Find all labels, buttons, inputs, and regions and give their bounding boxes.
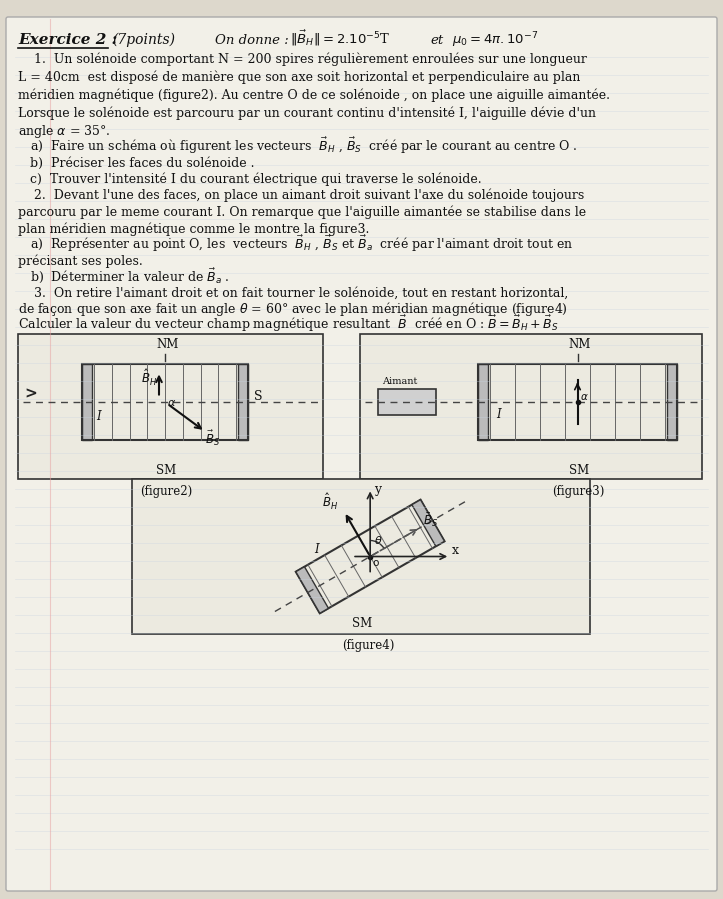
Text: SM: SM [156, 464, 176, 477]
Text: a)  Représenter au point O, les  vecteurs  $\vec{B}_H$ , $\vec{B}_S$ et $\vec{B}: a) Représenter au point O, les vecteurs … [30, 234, 573, 254]
Text: parcouru par le meme courant I. On remarque que l'aiguille aimantée se stabilise: parcouru par le meme courant I. On remar… [18, 206, 586, 219]
Text: Lorsque le solénoide est parcouru par un courant continu d'intensité I, l'aiguil: Lorsque le solénoide est parcouru par un… [18, 106, 596, 120]
Bar [18, 334, 323, 479]
Text: (figure2): (figure2) [140, 485, 192, 498]
Bar [82, 363, 92, 440]
Text: o: o [372, 558, 379, 568]
Text: Exercice 2 :: Exercice 2 : [18, 33, 117, 47]
Text: I: I [96, 410, 100, 423]
Text: SM: SM [352, 617, 372, 630]
Text: Aimant: Aimant [382, 377, 417, 386]
Text: S: S [254, 389, 262, 403]
Text: NM: NM [156, 338, 179, 351]
Polygon shape [296, 566, 328, 613]
Bar [667, 363, 677, 440]
Text: b)  Préciser les faces du solénoide .: b) Préciser les faces du solénoide . [30, 157, 254, 170]
Bar [378, 388, 436, 414]
Text: plan méridien magnétique comme le montre la figure3.: plan méridien magnétique comme le montre… [18, 222, 369, 236]
Bar [238, 363, 248, 440]
Text: I: I [315, 543, 319, 556]
Text: $\bar{B}_S$: $\bar{B}_S$ [424, 511, 439, 529]
Bar [82, 363, 248, 440]
Bar [132, 479, 590, 634]
Bar [478, 363, 677, 440]
Text: $\alpha$: $\alpha$ [167, 397, 176, 407]
Text: (figure3): (figure3) [552, 485, 605, 498]
Text: Calculer la valeur du vecteur champ magnétique resultant  $\vec{B}$  créé en O :: Calculer la valeur du vecteur champ magn… [18, 314, 558, 334]
Text: précisant ses poles.: précisant ses poles. [18, 254, 142, 268]
Text: L = 40cm  est disposé de manière que son axe soit horizontal et perpendiculaire : L = 40cm est disposé de manière que son … [18, 70, 581, 84]
Text: (figure4): (figure4) [342, 639, 395, 652]
Text: SM: SM [568, 464, 589, 477]
Text: y: y [375, 483, 381, 495]
Polygon shape [412, 500, 445, 547]
Text: c)  Trouver l'intensité I du courant électrique qui traverse le solénoide.: c) Trouver l'intensité I du courant élec… [30, 173, 482, 186]
Text: et: et [430, 34, 443, 47]
Text: a)  Faire un schéma où figurent les vecteurs  $\vec{B}_H$ , $\vec{B}_S$  créé pa: a) Faire un schéma où figurent les vecte… [30, 136, 578, 156]
Bar [478, 363, 488, 440]
Text: méridien magnétique (figure2). Au centre O de ce solénoide , on place une aiguil: méridien magnétique (figure2). Au centre… [18, 88, 610, 102]
Text: $\vec{B}_S$: $\vec{B}_S$ [205, 429, 220, 448]
Text: $\alpha$: $\alpha$ [581, 391, 589, 402]
Text: $\theta$: $\theta$ [375, 533, 382, 546]
Text: de façon que son axe fait un angle $\theta$ = 60° avec le plan méridian magnétiq: de façon que son axe fait un angle $\the… [18, 300, 568, 318]
Text: 1.  Un solénoide comportant N = 200 spires régulièrement enroulées sur une longu: 1. Un solénoide comportant N = 200 spire… [18, 52, 587, 66]
Text: I: I [496, 407, 500, 421]
Text: 3.  On retire l'aimant droit et on fait tourner le solénoide, tout en restant ho: 3. On retire l'aimant droit et on fait t… [18, 287, 568, 300]
Text: >: > [24, 387, 37, 402]
Text: (7points): (7points) [112, 32, 175, 47]
Text: $\mu_0 = 4\pi.10^{-7}$: $\mu_0 = 4\pi.10^{-7}$ [452, 30, 538, 49]
Text: $\hat{B}_H$: $\hat{B}_H$ [322, 492, 338, 512]
Text: $\|\vec{B}_H\| = 2.10^{-5}$T: $\|\vec{B}_H\| = 2.10^{-5}$T [290, 29, 390, 49]
Text: NM: NM [568, 338, 591, 351]
FancyBboxPatch shape [6, 17, 717, 891]
Text: 2.  Devant l'une des faces, on place un aimant droit suivant l'axe du solénoide : 2. Devant l'une des faces, on place un a… [18, 189, 584, 202]
Text: b)  Déterminer la valeur de $\vec{B}_a$ .: b) Déterminer la valeur de $\vec{B}_a$ . [30, 267, 230, 285]
Text: x: x [452, 544, 459, 556]
Bar [360, 334, 702, 479]
Text: angle $\alpha$ = 35°.: angle $\alpha$ = 35°. [18, 123, 111, 140]
Text: $\hat{B}_H$: $\hat{B}_H$ [141, 368, 157, 387]
Text: On donne :: On donne : [215, 34, 288, 47]
